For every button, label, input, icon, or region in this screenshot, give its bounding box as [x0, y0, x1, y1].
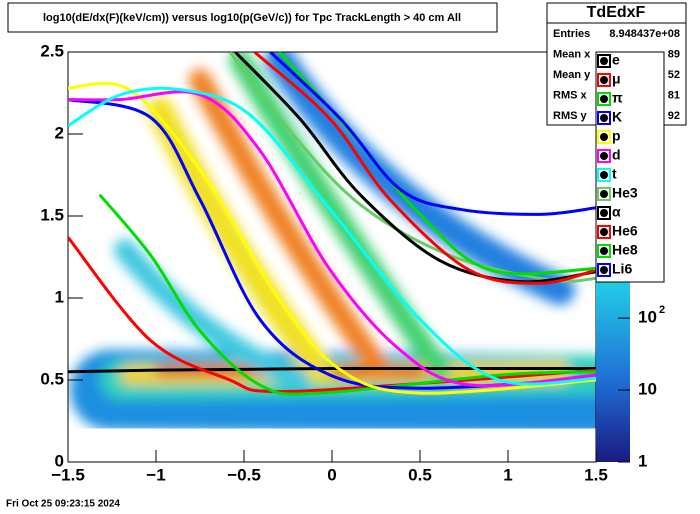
stats-value: 52 [668, 69, 680, 81]
legend-label: α [612, 204, 621, 220]
legend-label: p [612, 128, 621, 144]
x-tick-label: 1.5 [584, 465, 608, 484]
stats-rows: Entries 8.948437e+08 Mean x 89 Mean y 52 RMS x… [553, 28, 680, 122]
legend-swatch [597, 92, 611, 106]
footer-date: Fri Oct 25 09:23:15 2024 [6, 499, 120, 510]
legend-swatch [597, 130, 611, 144]
y-tick-label: 1 [55, 287, 64, 306]
legend-marker [600, 95, 608, 103]
x-tick-label: 0.5 [408, 465, 432, 484]
legend-swatch [597, 73, 611, 87]
x-tick-label: −0.5 [227, 465, 261, 484]
legend-marker [600, 171, 608, 179]
legend-marker [600, 152, 608, 160]
legend-marker [600, 266, 608, 274]
x-tick-label: 0 [327, 465, 336, 484]
stats-value: 89 [668, 48, 680, 60]
stats-value: 8.948437e+08 [609, 28, 680, 40]
y-tick-label: 0.5 [40, 369, 64, 388]
legend-label: He3 [612, 185, 638, 201]
stats-label: Mean y [553, 69, 591, 81]
z-tick-label: 1 [638, 451, 647, 470]
legend-marker [600, 190, 608, 198]
curve [68, 236, 596, 394]
chart-title: log10(dE/dx(F)(keV/cm)) versus log10(p(G… [43, 12, 461, 24]
legend-marker [600, 247, 608, 255]
legend-label: μ [612, 71, 621, 87]
y-tick-label: 0 [55, 451, 64, 470]
curve [253, 52, 596, 285]
z-tick-label: 10 [638, 308, 657, 327]
curve [68, 90, 596, 388]
curve [68, 81, 596, 395]
legend-swatch [597, 225, 611, 239]
curve [269, 52, 596, 216]
title-box [7, 2, 498, 33]
legend-marker [600, 57, 608, 65]
curve [68, 86, 596, 386]
x-tick-label: 1 [503, 465, 512, 484]
legend-label: π [612, 90, 623, 106]
curve [98, 193, 596, 396]
y-tick-label: 1.5 [40, 205, 64, 224]
legend-label: d [612, 147, 621, 163]
curves [68, 52, 596, 396]
y-tick-label: 2 [55, 123, 64, 142]
legend-swatch [597, 187, 611, 201]
legend-marker [600, 76, 608, 84]
legend-label: K [612, 109, 622, 125]
y-tick-label: 2.5 [40, 41, 64, 60]
legend-label: Li6 [612, 261, 632, 277]
legend-swatch [597, 168, 611, 182]
legend-marker [600, 228, 608, 236]
legend-swatch [597, 111, 611, 125]
legend-label: t [612, 166, 617, 182]
legend-swatch [597, 206, 611, 220]
stats-value: 81 [668, 89, 680, 101]
stats-value: 92 [668, 110, 680, 122]
legend-marker [600, 209, 608, 217]
legend-box [595, 51, 665, 283]
curve [68, 366, 596, 374]
z-tick-exponent: 2 [659, 304, 665, 316]
legend-label: He8 [612, 242, 638, 258]
stats-label: Entries [553, 28, 590, 40]
stats-label: Mean x [553, 48, 591, 60]
legend-swatch [597, 54, 611, 68]
curve [68, 98, 596, 390]
legend-swatch [597, 263, 611, 277]
x-tick-label: −1 [146, 465, 165, 484]
z-tick-label: 10 [638, 380, 657, 399]
legend-swatch [597, 244, 611, 258]
legend-swatch [597, 149, 611, 163]
legend-marker [600, 133, 608, 141]
stats-label: RMS x [553, 89, 588, 101]
legend-marker [600, 114, 608, 122]
legend-label: He6 [612, 223, 638, 239]
legend-label: e [612, 52, 620, 68]
stats-label: RMS y [553, 110, 588, 122]
stats-title: TdEdxF [587, 4, 646, 21]
x-tick-label: −1.5 [51, 465, 85, 484]
